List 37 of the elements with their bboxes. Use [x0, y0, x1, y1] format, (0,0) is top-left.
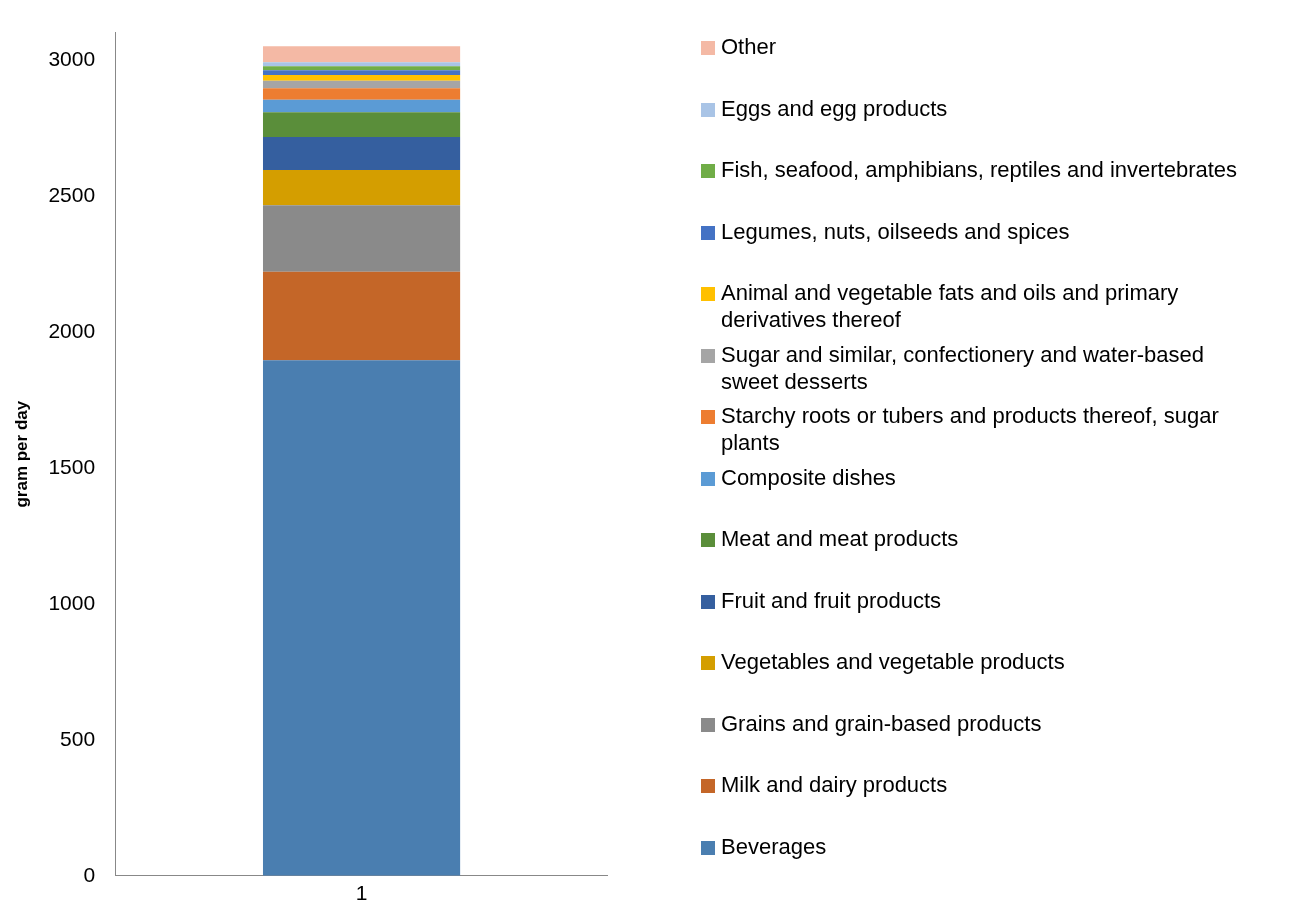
bar [262, 99, 461, 113]
y-axis-title: gram per day [11, 400, 31, 508]
bar [262, 205, 461, 272]
legend-label: Starchy roots or tubers and products thereof, sugar plants [721, 402, 1220, 456]
bar [262, 169, 461, 206]
legend-label: Eggs and egg products [721, 94, 948, 122]
bar [262, 46, 461, 63]
bar [262, 75, 461, 81]
bar [262, 62, 461, 67]
legend-label: Grains and grain-based products [721, 709, 1042, 737]
y-tick-label: 3000 [48, 46, 96, 70]
legend-label: Beverages [721, 832, 827, 860]
legend-label: Sugar and similar, confectionery and water-based sweet desserts [721, 340, 1206, 395]
legend-label: Fruit and fruit products [721, 586, 942, 614]
bar [262, 66, 461, 71]
y-tick-label: 1000 [48, 590, 96, 614]
legend-label: Animal and vegetable fats and oils and primary derivatives thereof [721, 279, 1180, 333]
legend-label: Legumes, nuts, oilseeds and spices [721, 217, 1070, 245]
bar [262, 88, 461, 100]
y-tick-label: 500 [60, 726, 96, 750]
bar [262, 360, 461, 876]
legend-label: Vegetables and vegetable products [721, 648, 1065, 675]
y-tick-label: 1500 [48, 454, 96, 478]
bar [262, 80, 461, 89]
legend-label: Milk and dairy products [721, 771, 948, 798]
y-tick-label: 2500 [48, 182, 96, 206]
bar [262, 112, 461, 138]
y-tick-label: 2000 [48, 318, 96, 342]
legend-label: Other [721, 33, 777, 60]
x-tick-label: 1 [355, 881, 368, 905]
bar [262, 70, 461, 76]
legend-label: Fish, seafood, amphibians, reptiles and invertebrates [721, 156, 1238, 183]
bar [262, 271, 461, 361]
legend-label: Meat and meat products [721, 525, 959, 552]
y-tick-label: 0 [83, 862, 96, 886]
legend-label: Composite dishes [721, 463, 896, 491]
bar [262, 137, 461, 170]
